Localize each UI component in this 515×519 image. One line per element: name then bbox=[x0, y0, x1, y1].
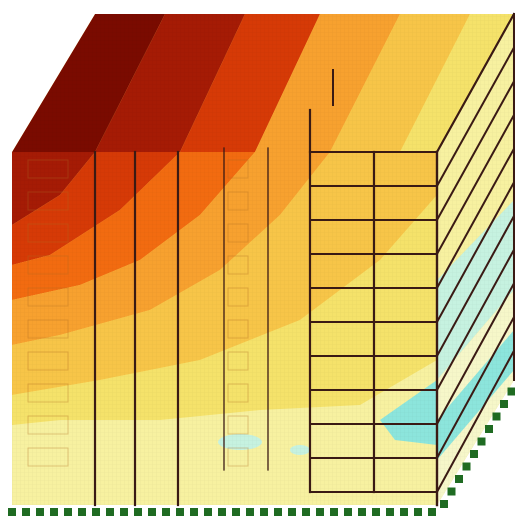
support-block bbox=[232, 508, 240, 516]
frame-beam-side bbox=[435, 248, 515, 392]
window-outline bbox=[27, 255, 69, 275]
support-block bbox=[218, 508, 226, 516]
window-outline bbox=[27, 415, 69, 435]
support-block bbox=[50, 508, 58, 516]
top-face bbox=[12, 14, 514, 152]
window-outline bbox=[227, 415, 249, 435]
support-block bbox=[204, 508, 212, 516]
support-block bbox=[400, 508, 408, 516]
window-outlines bbox=[27, 159, 249, 467]
support-block-side bbox=[440, 500, 448, 508]
window-outline bbox=[227, 255, 249, 275]
support-block bbox=[8, 508, 16, 516]
support-block bbox=[330, 508, 338, 516]
support-block-side bbox=[447, 487, 456, 496]
support-block-side bbox=[485, 425, 493, 433]
window-outline bbox=[27, 287, 69, 307]
frame-beam-side bbox=[435, 349, 515, 494]
support-block bbox=[120, 508, 128, 516]
frame-beam-side bbox=[435, 315, 515, 460]
base-supports bbox=[8, 387, 515, 516]
support-block bbox=[428, 508, 436, 516]
support-block-side bbox=[492, 412, 501, 421]
support-block bbox=[36, 508, 44, 516]
window-outline bbox=[227, 319, 249, 339]
window-outline bbox=[227, 191, 249, 211]
support-block-side bbox=[470, 450, 478, 458]
frame-beam-side bbox=[435, 79, 515, 222]
window-outline bbox=[27, 383, 69, 403]
support-block-side bbox=[455, 475, 463, 483]
support-block bbox=[134, 508, 142, 516]
window-outline bbox=[227, 159, 249, 179]
window-outline bbox=[27, 447, 69, 467]
support-block bbox=[92, 508, 100, 516]
support-block bbox=[302, 508, 310, 516]
support-block-side bbox=[477, 437, 486, 446]
support-block bbox=[106, 508, 114, 516]
window-outline bbox=[27, 351, 69, 371]
window-outline bbox=[27, 191, 69, 211]
frame-beam-side bbox=[435, 113, 515, 256]
support-block bbox=[176, 508, 184, 516]
window-outline bbox=[227, 383, 249, 403]
support-block bbox=[274, 508, 282, 516]
support-block bbox=[260, 508, 268, 516]
support-block bbox=[162, 508, 170, 516]
support-block bbox=[190, 508, 198, 516]
window-outline bbox=[227, 223, 249, 243]
support-block bbox=[386, 508, 394, 516]
window-outline bbox=[27, 159, 69, 179]
frame-beam-side bbox=[435, 214, 515, 358]
support-block-side bbox=[500, 400, 508, 408]
frame-beam-side bbox=[435, 46, 515, 188]
frame-structure bbox=[93, 12, 515, 507]
support-block bbox=[64, 508, 72, 516]
frame-beam-side bbox=[435, 181, 515, 324]
support-block bbox=[148, 508, 156, 516]
frame-edge-top bbox=[435, 12, 515, 154]
frame-beam-side bbox=[435, 282, 515, 426]
support-block bbox=[372, 508, 380, 516]
support-block bbox=[78, 508, 86, 516]
window-outline bbox=[227, 447, 249, 467]
support-block-side bbox=[507, 387, 515, 396]
support-block-side bbox=[462, 462, 471, 471]
support-block bbox=[246, 508, 254, 516]
window-outline bbox=[227, 351, 249, 371]
support-block bbox=[414, 508, 422, 516]
support-block bbox=[22, 508, 30, 516]
support-block bbox=[358, 508, 366, 516]
support-block bbox=[288, 508, 296, 516]
window-outline bbox=[27, 223, 69, 243]
window-outline bbox=[227, 287, 249, 307]
window-outline bbox=[27, 319, 69, 339]
support-block bbox=[316, 508, 324, 516]
support-block bbox=[344, 508, 352, 516]
frame-beam-side bbox=[435, 147, 515, 290]
